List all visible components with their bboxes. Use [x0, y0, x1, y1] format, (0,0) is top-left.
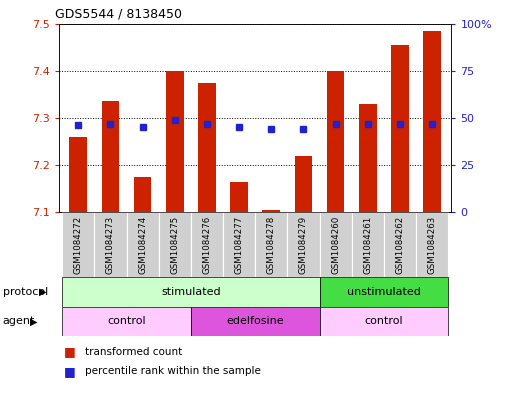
- Text: edelfosine: edelfosine: [226, 316, 284, 326]
- Bar: [69, 137, 87, 212]
- Bar: [230, 182, 248, 212]
- Text: GSM1084273: GSM1084273: [106, 215, 115, 274]
- Text: GSM1084262: GSM1084262: [396, 215, 404, 274]
- Bar: [62, 212, 94, 277]
- Bar: [416, 212, 448, 277]
- Bar: [423, 31, 441, 212]
- Bar: [359, 104, 377, 212]
- Text: GSM1084277: GSM1084277: [234, 215, 244, 274]
- Bar: [62, 277, 320, 307]
- Bar: [94, 212, 127, 277]
- Text: stimulated: stimulated: [161, 287, 221, 297]
- Bar: [384, 212, 416, 277]
- Bar: [191, 212, 223, 277]
- Text: agent: agent: [3, 316, 35, 326]
- Text: protocol: protocol: [3, 287, 48, 297]
- Bar: [263, 210, 280, 212]
- Bar: [134, 177, 151, 212]
- Text: GSM1084275: GSM1084275: [170, 215, 180, 274]
- Text: ■: ■: [64, 345, 76, 358]
- Bar: [255, 212, 287, 277]
- Text: GSM1084278: GSM1084278: [267, 215, 276, 274]
- Text: transformed count: transformed count: [85, 347, 182, 357]
- Text: GSM1084261: GSM1084261: [363, 215, 372, 274]
- Bar: [320, 212, 352, 277]
- Text: GSM1084274: GSM1084274: [138, 215, 147, 274]
- Text: control: control: [365, 316, 403, 326]
- Text: GSM1084263: GSM1084263: [428, 215, 437, 274]
- Bar: [166, 71, 184, 212]
- Bar: [320, 307, 448, 336]
- Bar: [294, 156, 312, 212]
- Bar: [327, 71, 345, 212]
- Text: ▶: ▶: [30, 316, 37, 326]
- Text: GSM1084276: GSM1084276: [203, 215, 211, 274]
- Bar: [198, 83, 216, 212]
- Text: ▶: ▶: [39, 287, 46, 297]
- Text: GSM1084260: GSM1084260: [331, 215, 340, 274]
- Bar: [352, 212, 384, 277]
- Text: control: control: [107, 316, 146, 326]
- Text: GSM1084272: GSM1084272: [74, 215, 83, 274]
- Bar: [159, 212, 191, 277]
- Text: GDS5544 / 8138450: GDS5544 / 8138450: [55, 7, 182, 20]
- Bar: [320, 277, 448, 307]
- Text: percentile rank within the sample: percentile rank within the sample: [85, 366, 261, 376]
- Bar: [287, 212, 320, 277]
- Bar: [191, 307, 320, 336]
- Bar: [391, 45, 409, 212]
- Text: unstimulated: unstimulated: [347, 287, 421, 297]
- Bar: [102, 101, 120, 212]
- Text: GSM1084279: GSM1084279: [299, 215, 308, 274]
- Bar: [127, 212, 159, 277]
- Bar: [62, 307, 191, 336]
- Bar: [223, 212, 255, 277]
- Text: ■: ■: [64, 365, 76, 378]
